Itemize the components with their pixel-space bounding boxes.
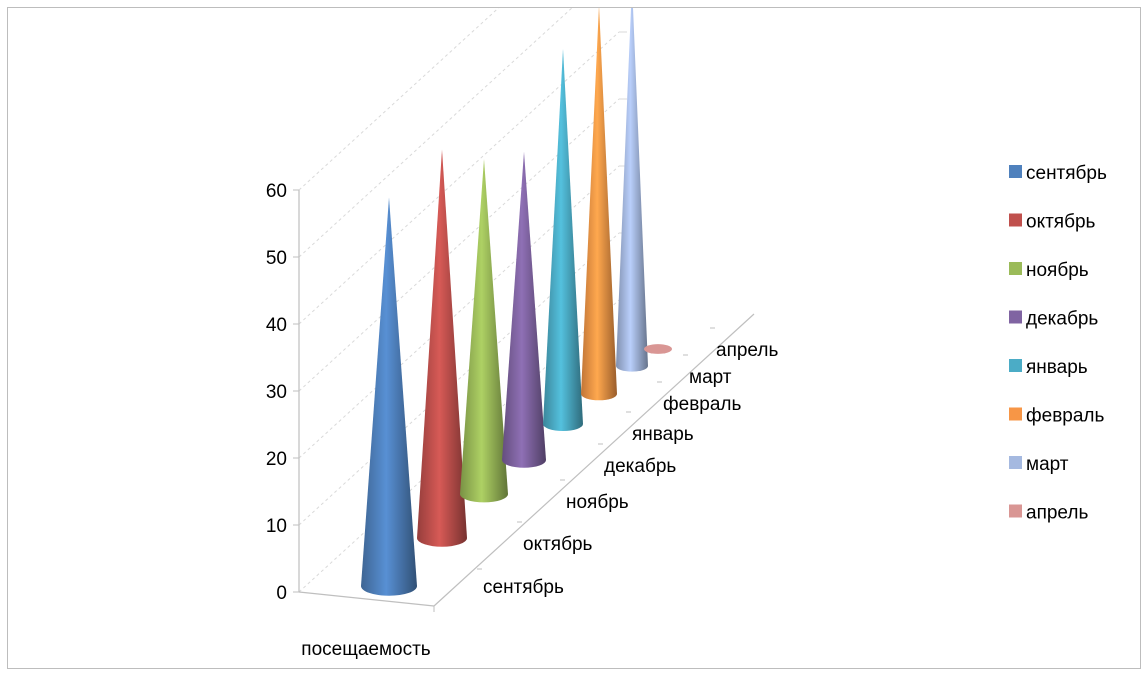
grid-and-axes: 0 10 20 30 40 50 60 посещаемость сентябрь октябрь… [266, 0, 778, 660]
legend-swatch-4 [1009, 359, 1022, 372]
depth-label-4: январь [632, 424, 694, 445]
gridline-side-50 [298, 0, 582, 258]
cone-сентябрь [361, 197, 417, 596]
legend-swatch-0 [1009, 165, 1022, 178]
gridline-side-60 [298, 0, 508, 191]
depth-axis-line [433, 313, 755, 607]
cone-март [616, 0, 648, 372]
legend-swatch-5 [1009, 407, 1022, 421]
legend-label-3: декабрь [1026, 309, 1098, 330]
depth-label-7: апрель [716, 340, 778, 361]
legend-label-2: ноябрь [1026, 260, 1089, 281]
y-tick-label-20: 20 [266, 449, 287, 470]
y-tick-label-10: 10 [266, 516, 287, 537]
cones [361, 0, 672, 596]
x-axis-line [298, 591, 435, 607]
legend: сентябрь октябрь ноябрь декабрь январь феврал… [1009, 163, 1107, 524]
y-tick-label-30: 30 [266, 382, 287, 403]
legend-label-5: февраль [1026, 406, 1105, 427]
cone-январь [543, 48, 583, 432]
legend-swatch-2 [1009, 262, 1022, 275]
legend-label-7: апрель [1026, 503, 1088, 524]
legend-swatch-3 [1009, 310, 1022, 324]
y-tick-label-50: 50 [266, 248, 287, 269]
gridline-side-40 [298, 31, 620, 325]
cone-декабрь [502, 151, 546, 468]
legend-label-6: март [1026, 454, 1069, 475]
depth-label-5: февраль [663, 394, 742, 415]
cone-октябрь [417, 149, 467, 547]
legend-swatch-1 [1009, 213, 1022, 227]
y-tick-label-40: 40 [266, 315, 287, 336]
depth-label-1: октябрь [523, 534, 593, 555]
category-label: посещаемость [301, 639, 431, 660]
depth-label-2: ноябрь [566, 492, 629, 513]
legend-swatch-7 [1009, 504, 1022, 518]
y-tick-label-60: 60 [266, 181, 287, 202]
depth-label-6: март [689, 367, 732, 388]
y-tick-label-0: 0 [276, 583, 287, 604]
cone-апрель [644, 344, 672, 354]
legend-label-0: сентябрь [1026, 163, 1107, 184]
depth-label-3: декабрь [604, 456, 676, 477]
cone-ноябрь [460, 159, 508, 503]
chart-frame: 0 10 20 30 40 50 60 посещаемость сентябрь октябрь… [7, 0, 1141, 669]
legend-label-1: октябрь [1026, 212, 1096, 233]
legend-swatch-6 [1009, 456, 1022, 469]
legend-label-4: январь [1026, 357, 1088, 378]
cone-февраль [581, 5, 617, 401]
depth-label-0: сентябрь [483, 577, 564, 598]
chart-svg: 0 10 20 30 40 50 60 посещаемость сентябрь октябрь… [266, 0, 1107, 660]
